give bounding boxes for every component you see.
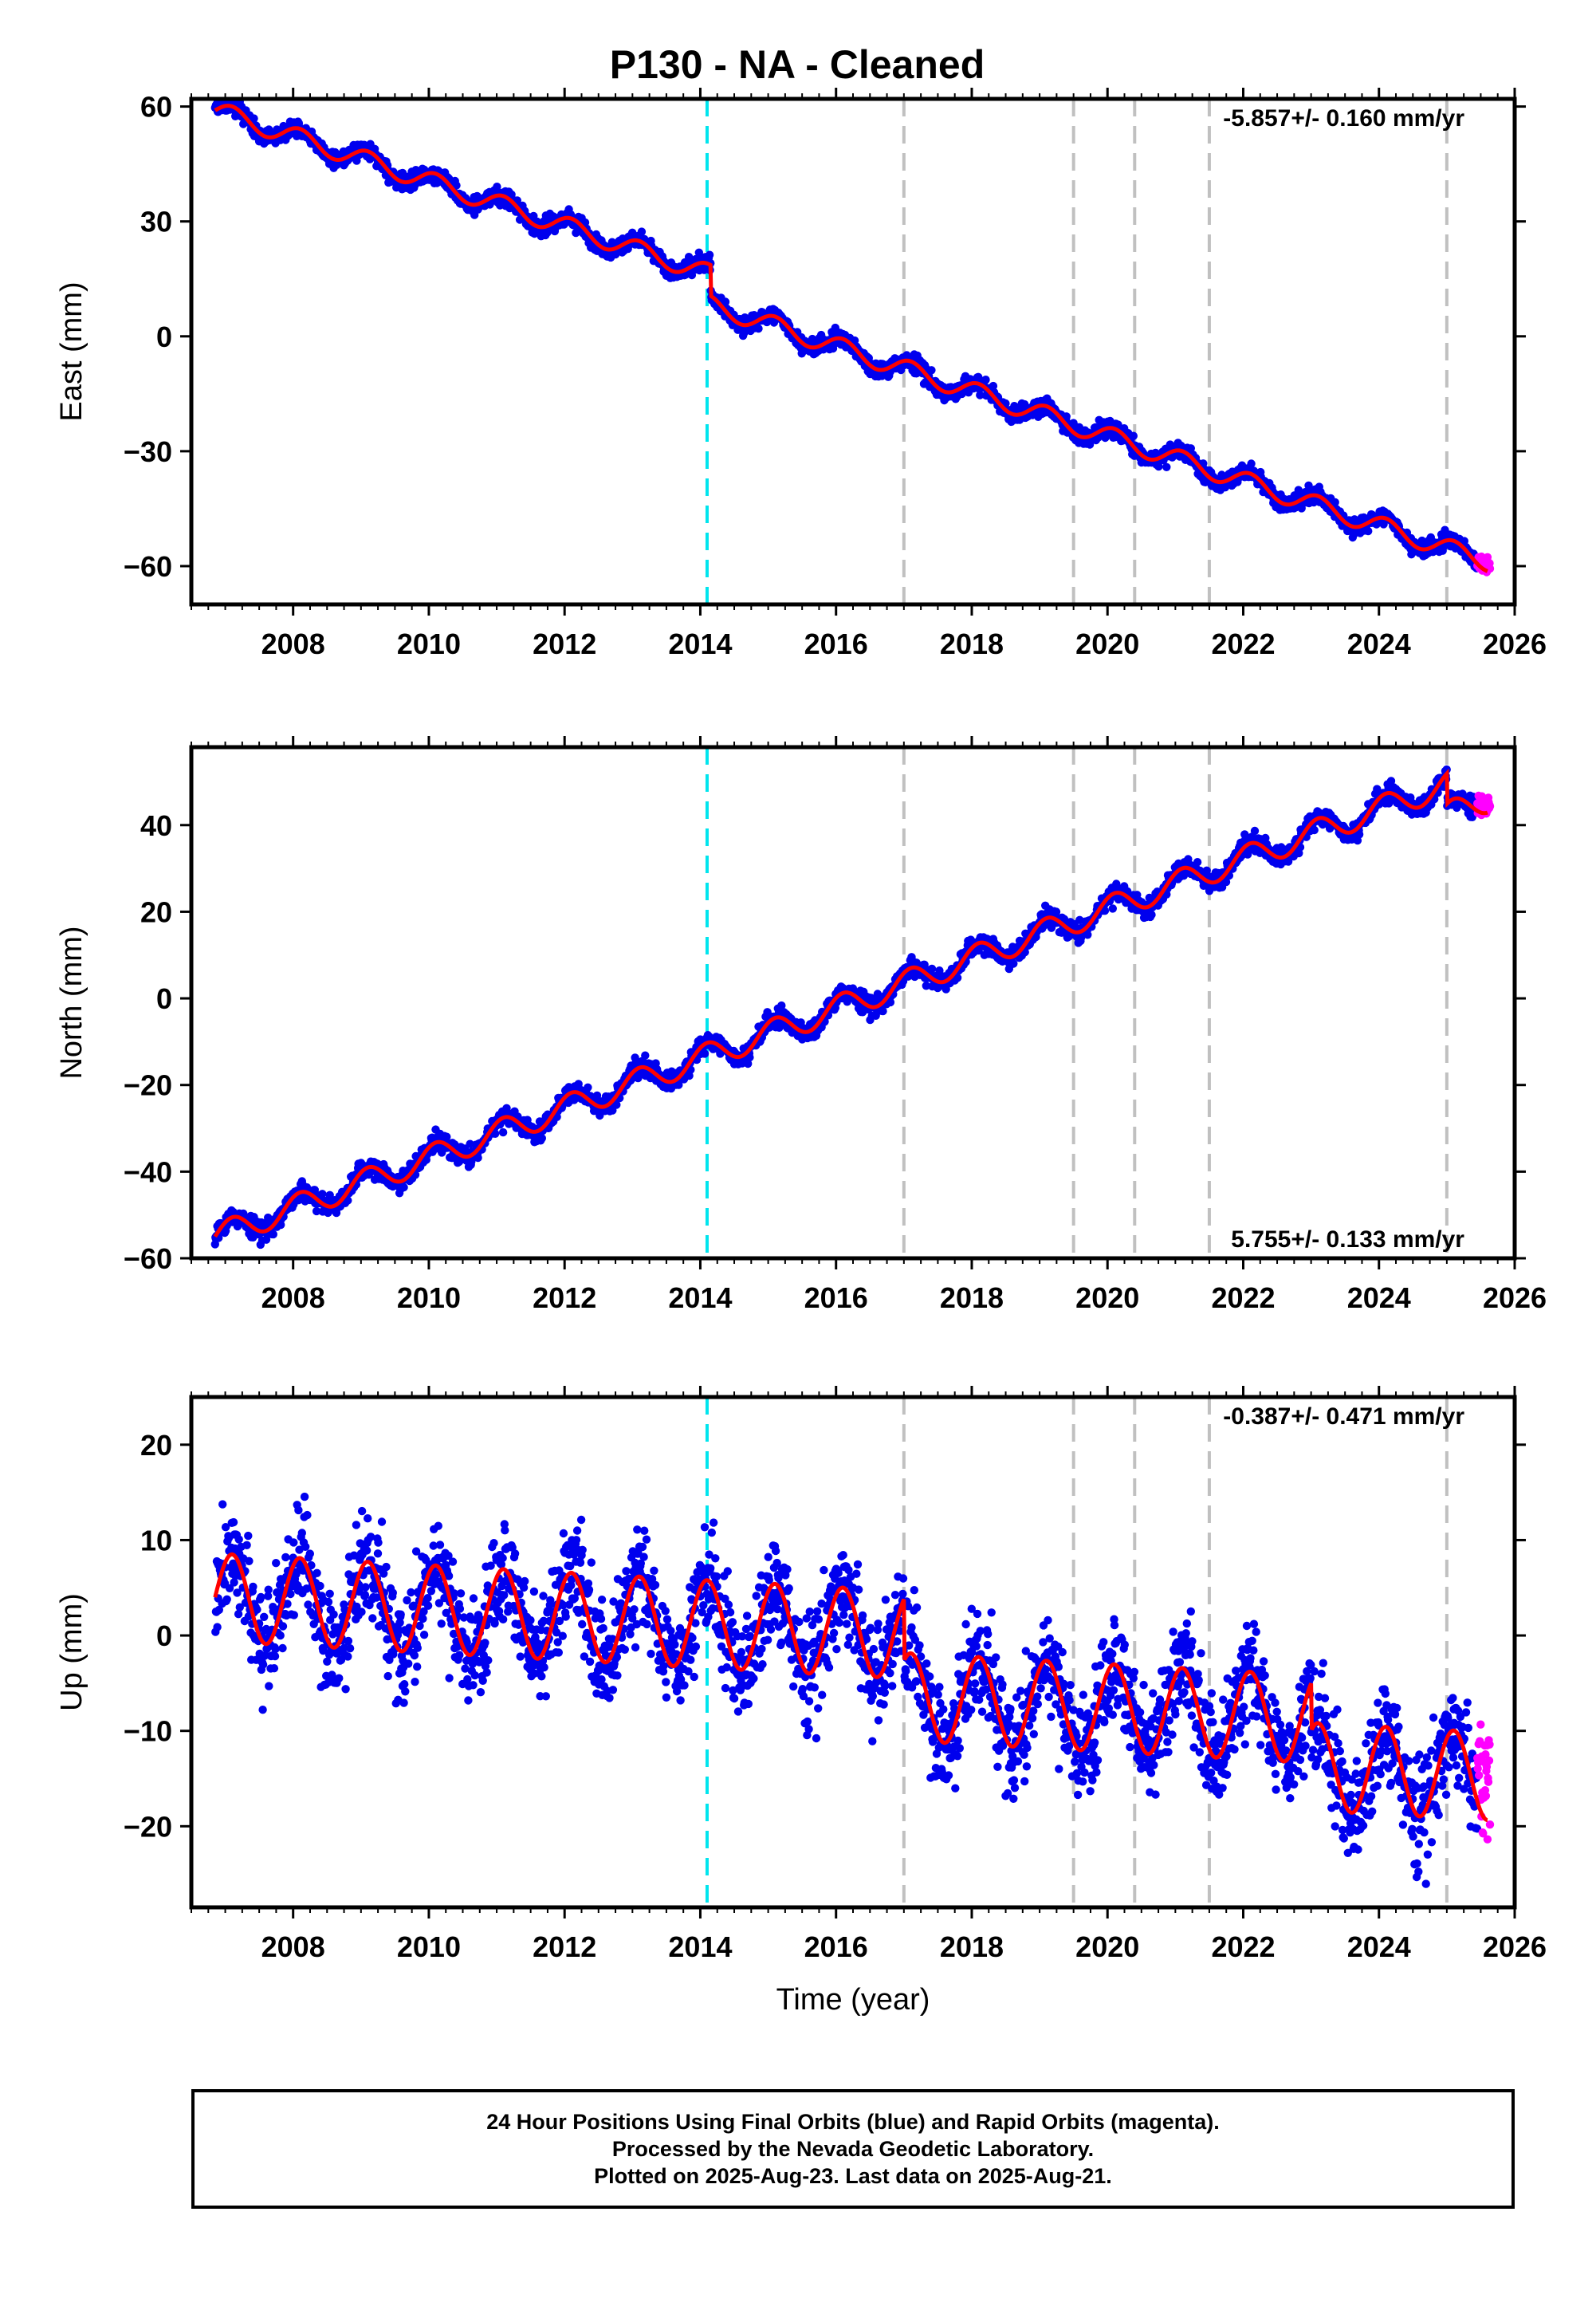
final-orbit-point xyxy=(537,1134,546,1143)
final-orbit-point xyxy=(976,391,985,399)
final-orbit-point xyxy=(1331,498,1339,507)
final-orbit-point xyxy=(269,1230,277,1239)
figure-title: P130 - NA - Cleaned xyxy=(610,42,985,87)
panel-north: 2008 2010 2012 2014 2016 2018 2020 2022 2024 2026… xyxy=(55,736,1547,1314)
east-model-fit-line xyxy=(214,104,1488,573)
x-tick-label: 2022 xyxy=(1211,628,1275,660)
final-orbit-point xyxy=(1108,904,1118,913)
x-tick-label: 2018 xyxy=(940,628,1004,660)
final-orbit-point xyxy=(705,250,714,259)
y-tick-label: −30 xyxy=(124,435,172,468)
final-orbit-point xyxy=(1083,931,1092,939)
final-orbit-point xyxy=(721,297,730,306)
final-orbit-point xyxy=(981,376,990,384)
final-orbit-point xyxy=(927,366,936,375)
x-tick-label: 2016 xyxy=(804,628,868,660)
final-orbit-point xyxy=(1069,419,1078,427)
x-tick-label: 2020 xyxy=(1075,628,1139,660)
x-tick-label: 2014 xyxy=(668,628,732,660)
north-plot-area xyxy=(210,747,1495,1258)
final-orbit-point xyxy=(1364,526,1373,536)
north-final-orbit-points xyxy=(210,765,1482,1249)
final-orbit-point xyxy=(572,228,580,238)
final-orbit-point xyxy=(1062,412,1071,421)
final-orbit-point xyxy=(442,1132,451,1141)
east-final-orbit-points xyxy=(210,99,1482,573)
panel-east: 2008 2010 2012 2014 2016 2018 2020 2022 2024 2026… xyxy=(55,88,1547,660)
x-tick-label: 2026 xyxy=(1483,628,1547,660)
final-orbit-point xyxy=(250,114,258,123)
final-orbit-point xyxy=(612,1100,621,1109)
east-rate-label: -5.857+/- 0.160 mm/yr xyxy=(1223,105,1464,132)
east-plot-area xyxy=(210,99,1495,604)
final-orbit-point xyxy=(498,1127,508,1137)
east-y-axis-label: East (mm) xyxy=(55,281,88,421)
y-tick-label: 0 xyxy=(156,321,172,353)
final-orbit-point xyxy=(989,381,998,391)
final-orbit-point xyxy=(474,1153,482,1163)
x-tick-label: 2024 xyxy=(1347,628,1411,660)
x-tick-label: 2010 xyxy=(397,628,461,660)
final-orbit-point xyxy=(927,964,937,974)
final-orbit-point xyxy=(641,1051,650,1060)
final-orbit-point xyxy=(1154,462,1163,471)
y-tick-label: 30 xyxy=(140,206,172,238)
y-tick-label: 60 xyxy=(140,91,172,124)
final-orbit-point xyxy=(452,181,461,190)
final-orbit-point xyxy=(318,1190,327,1198)
final-orbit-point xyxy=(1162,462,1171,471)
final-orbit-point xyxy=(700,1049,710,1058)
final-orbit-point xyxy=(491,1129,500,1139)
final-orbit-point xyxy=(754,324,763,333)
final-orbit-point xyxy=(1247,459,1256,468)
final-orbit-point xyxy=(637,227,647,236)
final-orbit-point xyxy=(1186,444,1196,453)
final-orbit-point xyxy=(1129,431,1138,440)
final-orbit-point xyxy=(584,1083,592,1092)
final-orbit-point xyxy=(344,1196,352,1205)
final-orbit-point xyxy=(399,1183,408,1192)
x-tick-label: 2012 xyxy=(533,628,596,660)
y-tick-label: −60 xyxy=(124,550,172,583)
x-tick-label: 2008 xyxy=(261,628,325,660)
final-orbit-point xyxy=(1147,911,1156,919)
rapid-orbit-point xyxy=(1485,564,1495,573)
final-orbit-point xyxy=(261,1235,271,1244)
final-orbit-point xyxy=(1350,529,1358,539)
final-orbit-point xyxy=(879,1006,887,1016)
final-orbit-point xyxy=(312,1206,321,1216)
